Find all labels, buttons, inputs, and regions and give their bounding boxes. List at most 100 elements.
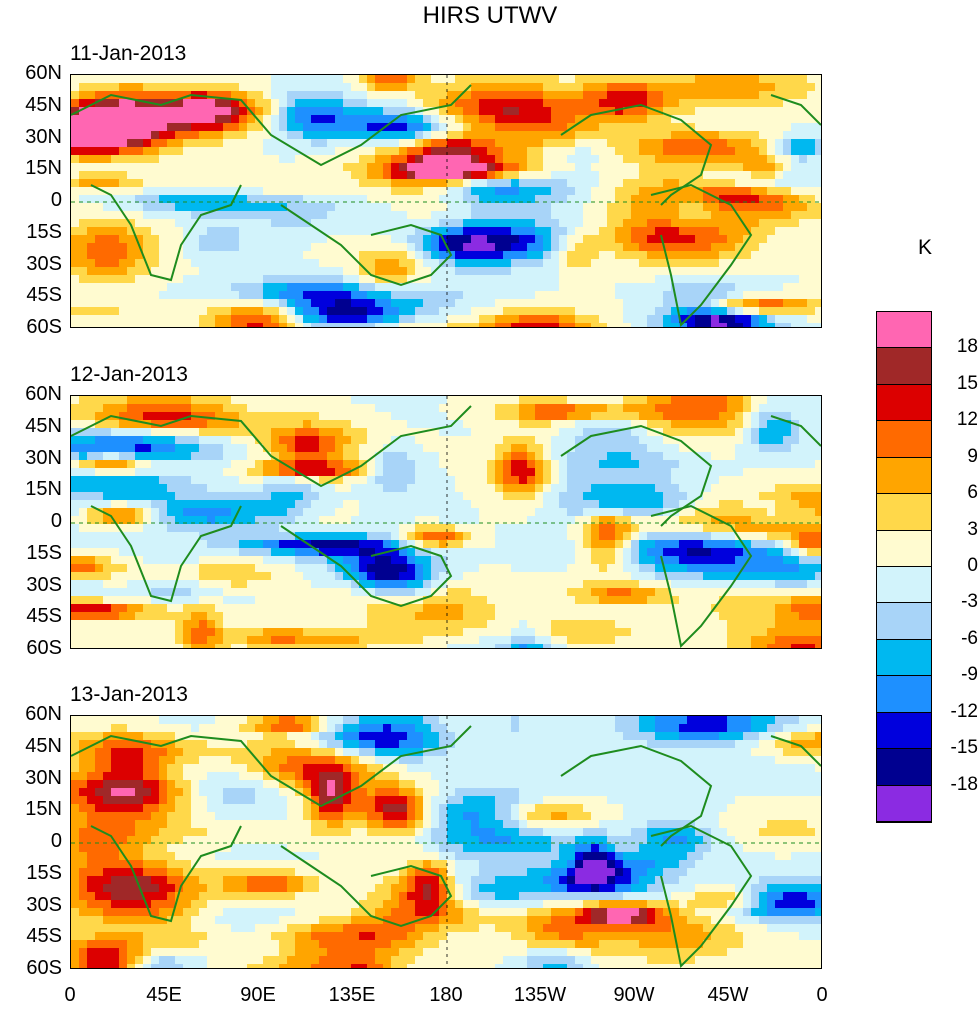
field-cell <box>423 203 431 211</box>
field-cell <box>287 299 295 307</box>
field-cell <box>127 123 135 131</box>
field-cell <box>167 203 175 211</box>
field-cell <box>783 251 791 259</box>
field-cell <box>519 315 527 323</box>
field-cell <box>527 420 535 428</box>
field-cell <box>127 107 135 115</box>
field-cell <box>287 163 295 171</box>
field-cell <box>127 444 135 452</box>
field-cell <box>159 235 167 243</box>
field-cell <box>415 187 423 195</box>
field-cell <box>471 291 479 299</box>
field-cell <box>607 75 615 83</box>
field-cell <box>583 396 591 404</box>
field-cell <box>695 548 703 556</box>
field-cell <box>727 123 735 131</box>
field-cell <box>135 259 143 267</box>
field-cell <box>511 275 519 283</box>
field-cell <box>407 171 415 179</box>
field-cell <box>111 235 119 243</box>
field-cell <box>119 107 127 115</box>
field-cell <box>463 323 471 327</box>
field-cell <box>215 195 223 203</box>
field-cell <box>175 107 183 115</box>
field-cell <box>135 548 143 556</box>
field-cell <box>535 444 543 452</box>
field-cell <box>631 420 639 428</box>
field-cell <box>191 195 199 203</box>
field-cell <box>607 532 615 540</box>
field-cell <box>535 492 543 500</box>
field-cell <box>343 131 351 139</box>
field-cell <box>415 243 423 251</box>
field-cell <box>559 131 567 139</box>
field-cell <box>327 540 335 548</box>
field-cell <box>719 163 727 171</box>
field-cell <box>463 243 471 251</box>
field-cell <box>479 484 487 492</box>
field-cell <box>367 131 375 139</box>
field-cell <box>575 139 583 147</box>
field-cell <box>287 404 295 412</box>
field-cell <box>327 107 335 115</box>
field-cell <box>391 444 399 452</box>
field-cell <box>191 179 199 187</box>
field-cell <box>567 91 575 99</box>
field-cell <box>799 315 807 323</box>
field-cell <box>751 492 759 500</box>
field-cell <box>127 307 135 315</box>
field-cell <box>399 548 407 556</box>
field-cell <box>159 115 167 123</box>
field-cell <box>319 275 327 283</box>
field-cell <box>95 147 103 155</box>
field-cell <box>287 532 295 540</box>
field-cell <box>279 315 287 323</box>
field-cell <box>775 107 783 115</box>
field-cell <box>487 195 495 203</box>
field-cell <box>119 163 127 171</box>
field-cell <box>175 500 183 508</box>
field-cell <box>175 556 183 564</box>
field-cell <box>767 147 775 155</box>
field-cell <box>87 115 95 123</box>
field-cell <box>223 428 231 436</box>
field-cell <box>687 195 695 203</box>
field-cell <box>215 83 223 91</box>
field-cell <box>495 307 503 315</box>
field-cell <box>727 452 735 460</box>
field-cell <box>287 259 295 267</box>
field-cell <box>551 267 559 275</box>
field-cell <box>79 75 87 83</box>
field-cell <box>455 179 463 187</box>
field-cell <box>183 532 191 540</box>
field-cell <box>599 452 607 460</box>
field-cell <box>495 163 503 171</box>
field-cell <box>231 476 239 484</box>
field-cell <box>359 484 367 492</box>
field-cell <box>343 540 351 548</box>
field-cell <box>567 219 575 227</box>
field-cell <box>671 211 679 219</box>
field-cell <box>743 155 751 163</box>
field-cell <box>255 476 263 484</box>
field-cell <box>775 500 783 508</box>
field-cell <box>559 420 567 428</box>
field-cell <box>639 187 647 195</box>
field-cell <box>375 107 383 115</box>
field-cell <box>103 299 111 307</box>
field-cell <box>175 516 183 524</box>
field-cell <box>543 155 551 163</box>
field-cell <box>527 283 535 291</box>
field-cell <box>303 476 311 484</box>
field-cell <box>207 556 215 564</box>
field-cell <box>671 500 679 508</box>
field-cell <box>319 115 327 123</box>
field-cell <box>279 532 287 540</box>
field-cell <box>687 259 695 267</box>
field-cell <box>199 307 207 315</box>
field-cell <box>391 131 399 139</box>
field-cell <box>719 195 727 203</box>
field-cell <box>487 516 495 524</box>
field-cell <box>439 532 447 540</box>
field-cell <box>223 115 231 123</box>
